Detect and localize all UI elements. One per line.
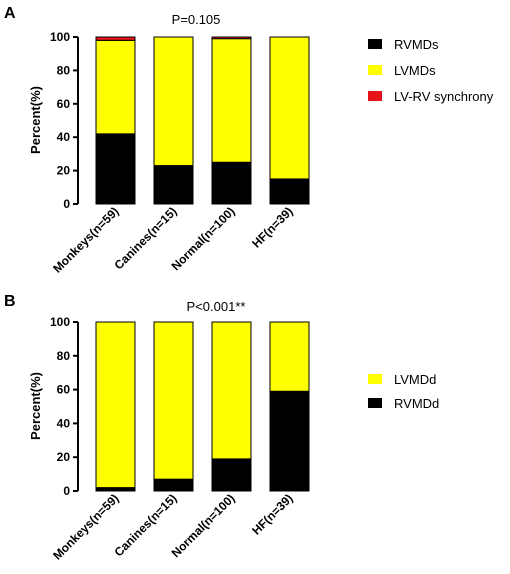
bar-segment-lvmds <box>153 36 194 167</box>
panel-b-bars <box>95 321 310 492</box>
legend-swatch <box>368 398 382 408</box>
legend-swatch <box>368 65 382 75</box>
y-tick-label: 80 <box>57 349 71 363</box>
legend-swatch <box>368 374 382 384</box>
x-tick-label: HF(n=39) <box>249 491 295 537</box>
bar-segment-rvmdd <box>269 390 310 492</box>
panel-b-x-axis: Monkeys(n=59)Canines(n=15)Normal(n=100) H… <box>50 491 295 562</box>
y-tick-label: 60 <box>57 383 71 397</box>
bar-segment-lvmds <box>211 38 252 163</box>
legend-label: RVMDd <box>394 396 439 411</box>
panel-a-label: A <box>4 5 16 22</box>
x-tick-label: HF(n=39) <box>249 204 295 250</box>
panel-b-ylabel: Percent(%) <box>28 372 43 440</box>
bar-segment-rvmdd <box>153 478 194 492</box>
bar-segment-lv-rv-synchrony <box>211 36 252 40</box>
bar-segment-lvmdd <box>269 321 310 392</box>
x-tick-label: Monkeys(n=59) <box>50 491 121 562</box>
bar-segment-lvmdd <box>153 321 194 480</box>
bar-segment-rvmdd <box>211 458 252 492</box>
bar-segment-lvmdd <box>95 321 136 489</box>
bar-segment-rvmds <box>153 165 194 205</box>
bar-segment-rvmdd <box>95 487 136 492</box>
panel-a-y-axis: 0 20 40 60 80 100 <box>50 30 79 211</box>
panel-b-legend: LVMDd RVMDd <box>368 372 439 411</box>
y-tick-label: 100 <box>50 315 70 329</box>
y-tick-label: 20 <box>57 164 71 178</box>
panel-a-bars <box>95 36 310 205</box>
panel-b: B P<0.001** Percent(%) 0 20 40 60 80 100 Monk… <box>4 293 439 563</box>
panel-a-x-axis: Monkeys(n=59)Canines(n=15)Normal(n=100) H… <box>50 204 295 275</box>
panel-b-label: B <box>4 293 16 310</box>
panel-a: A P=0.105 Percent(%) 0 20 40 60 80 100 Monkey… <box>4 5 494 276</box>
legend-label: LV-RV synchrony <box>394 89 494 104</box>
panel-a-pvalue: P=0.105 <box>172 12 221 27</box>
y-tick-label: 0 <box>63 197 70 211</box>
y-tick-label: 40 <box>57 130 71 144</box>
y-tick-label: 60 <box>57 97 71 111</box>
bar-segment-lvmds <box>95 39 136 135</box>
legend-label: RVMDs <box>394 37 439 52</box>
panel-a-legend: RVMDs LVMDs LV-RV synchrony <box>368 37 494 104</box>
bar-segment-lvmds <box>269 36 310 180</box>
panel-b-pvalue: P<0.001** <box>187 299 246 314</box>
legend-swatch <box>368 91 382 101</box>
y-tick-label: 0 <box>63 484 70 498</box>
panel-b-y-axis: 0 20 40 60 80 100 <box>50 315 79 498</box>
bar-segment-lvmdd <box>211 321 252 460</box>
x-tick-label: Monkeys(n=59) <box>50 204 121 275</box>
panel-a-ylabel: Percent(%) <box>28 86 43 154</box>
legend-label: LVMDs <box>394 63 436 78</box>
bar-segment-rvmds <box>269 178 310 205</box>
bar-segment-rvmds <box>95 133 136 205</box>
legend-swatch <box>368 39 382 49</box>
y-tick-label: 80 <box>57 63 71 77</box>
bar-segment-lv-rv-synchrony <box>95 36 136 41</box>
y-tick-label: 20 <box>57 450 71 464</box>
y-tick-label: 100 <box>50 30 70 44</box>
legend-label: LVMDd <box>394 372 436 387</box>
y-tick-label: 40 <box>57 416 71 430</box>
bar-segment-rvmds <box>211 161 252 205</box>
